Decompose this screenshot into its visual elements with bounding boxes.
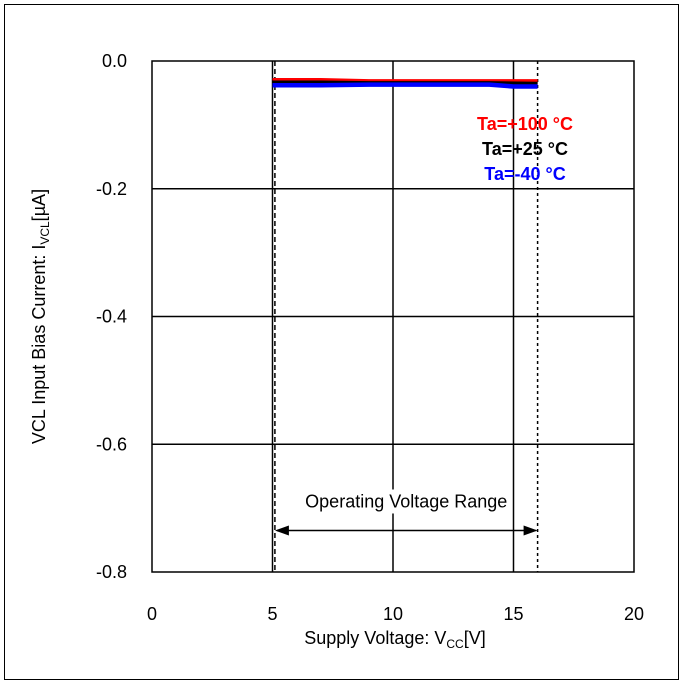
legend-entry-2: Ta=-40 °C — [484, 164, 565, 184]
y-tick-label-3: -0.6 — [96, 434, 127, 454]
legend: Ta=+100 °C Ta=+25 °C Ta=-40 °C — [477, 114, 573, 184]
legend-entry-0: Ta=+100 °C — [477, 114, 573, 134]
legend-entry-1: Ta=+25 °C — [482, 139, 568, 159]
y-tick-label-0: 0.0 — [102, 51, 127, 71]
operating-range-annotation: Operating Voltage Range — [274, 489, 538, 536]
x-tick-label-4: 20 — [624, 604, 644, 624]
reference-lines — [274, 61, 539, 572]
x-axis-label-sub: CC — [446, 637, 464, 651]
y-tick-label-1: -0.2 — [96, 179, 127, 199]
range-annotation-text: Operating Voltage Range — [305, 491, 507, 511]
x-tick-label-0: 0 — [147, 604, 157, 624]
x-axis-label-unit: [V] — [464, 628, 486, 648]
chart: Operating Voltage Range Ta=+100 °C Ta=+25… — [29, 51, 644, 651]
x-tick-label-3: 15 — [503, 604, 523, 624]
range-arrow-left-head — [274, 525, 289, 536]
series-lines — [272, 77, 538, 89]
x-tick-label-1: 5 — [267, 604, 277, 624]
y-axis-label-sub: VCL — [38, 221, 52, 245]
grid-lines — [152, 61, 634, 572]
range-arrow-right-head — [523, 525, 538, 536]
y-tick-label-2: -0.4 — [96, 307, 127, 327]
x-tick-label-2: 10 — [383, 604, 403, 624]
y-axis-label-unit: [µA] — [29, 189, 49, 221]
x-axis-label: Supply Voltage: VCC[V] — [304, 628, 485, 651]
x-tick-labels: 0 5 10 15 20 — [147, 604, 644, 624]
series-line-2 — [272, 82, 538, 89]
y-axis-label: VCL Input Bias Current: IVCL[µA] — [29, 189, 52, 444]
x-axis-label-main: Supply Voltage: V — [304, 628, 446, 648]
y-axis-label-main: VCL Input Bias Current: I — [29, 245, 49, 444]
y-tick-label-4: -0.8 — [96, 562, 127, 582]
chart-frame: Operating Voltage Range Ta=+100 °C Ta=+25… — [4, 4, 679, 680]
range-annotation-background — [301, 489, 512, 514]
y-tick-labels: 0.0 -0.2 -0.4 -0.6 -0.8 — [96, 51, 127, 582]
